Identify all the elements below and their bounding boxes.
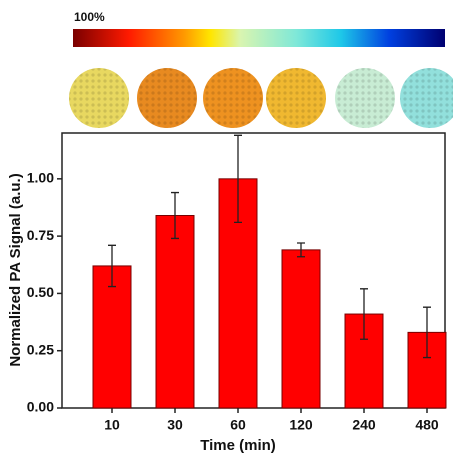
sample-images <box>69 68 453 128</box>
x-tick-label: 60 <box>230 417 246 433</box>
x-tick-label: 120 <box>289 417 313 433</box>
x-tick-label: 240 <box>352 417 376 433</box>
figure: 100% Time (min) Normalized PA Signal (a.… <box>0 0 453 455</box>
x-axis-label: Time (min) <box>200 437 276 454</box>
y-tick-label: 0.25 <box>27 341 54 357</box>
colorbar <box>73 29 445 47</box>
x-tick-label: 30 <box>167 417 183 433</box>
colorbar-label: 100% <box>74 10 105 24</box>
x-tick-label: 10 <box>104 417 120 433</box>
x-tick-label: 480 <box>415 417 439 433</box>
y-axis-label: Normalized PA Signal (a.u.) <box>7 173 24 366</box>
bar <box>282 250 320 408</box>
y-tick-label: 0.00 <box>27 399 54 415</box>
bar <box>156 216 194 409</box>
y-tick-label: 0.75 <box>27 227 54 243</box>
y-tick-label: 1.00 <box>27 170 54 186</box>
bar <box>93 266 131 408</box>
y-tick-label: 0.50 <box>27 284 54 300</box>
